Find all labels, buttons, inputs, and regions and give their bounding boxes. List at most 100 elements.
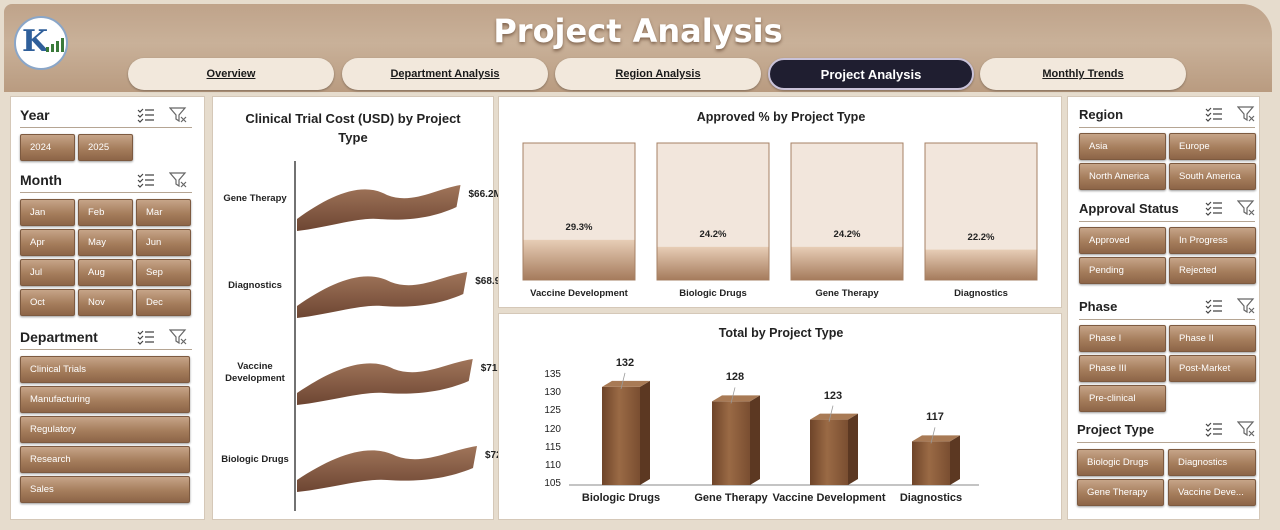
type-gene-therapy-button[interactable]: Gene Therapy [1077, 479, 1164, 506]
cost-category-label: Biologic Drugs [221, 454, 289, 465]
cost-bar-gene-therapy [297, 185, 461, 231]
approval-status-slicer-title: Approval Status [1079, 201, 1179, 216]
month-jan-button[interactable]: Jan [20, 199, 75, 226]
approved-category-label: Diagnostics [954, 288, 1008, 299]
cost-category-label: Gene Therapy [223, 193, 287, 204]
phase-pre-clinical-button[interactable]: Pre-clinical [1079, 385, 1166, 412]
multi-select-icon[interactable] [1205, 200, 1223, 216]
month-mar-button[interactable]: Mar [136, 199, 191, 226]
month-oct-button[interactable]: Oct [20, 289, 75, 316]
cost-data-label: $66.2M [468, 189, 502, 200]
total-leader-line [930, 427, 936, 444]
type-vaccine-development-button[interactable]: Vaccine Deve... [1168, 479, 1256, 506]
multi-select-icon[interactable] [137, 107, 155, 123]
approved-chart-title: Approved % by Project Type [696, 110, 866, 124]
department-clinical-trials-button[interactable]: Clinical Trials [20, 356, 190, 383]
total-chart [569, 372, 979, 486]
total-data-label: 132 [615, 356, 635, 369]
year-2025-button[interactable]: 2025 [78, 134, 133, 161]
phase-iii-button[interactable]: Phase III [1079, 355, 1166, 382]
cost-bar-vaccine-development [297, 359, 473, 405]
approved-bar-biologic-drugs [657, 246, 769, 280]
year-2024-button[interactable]: 2024 [20, 134, 75, 161]
region-north-america-button[interactable]: North America [1079, 163, 1166, 190]
clear-filter-icon[interactable] [169, 329, 187, 345]
multi-select-icon[interactable] [1205, 421, 1223, 437]
clear-filter-icon[interactable] [1237, 421, 1255, 437]
total-y-tick: 110 [545, 459, 561, 471]
multi-select-icon[interactable] [137, 329, 155, 345]
region-europe-button[interactable]: Europe [1169, 133, 1256, 160]
page-title: Project Analysis [493, 12, 783, 50]
status-pending-button[interactable]: Pending [1079, 257, 1166, 284]
cost-bar-diagnostics [297, 272, 468, 318]
department-slicer-title: Department [20, 329, 98, 345]
total-data-label: 117 [926, 411, 944, 424]
type-diagnostics-button[interactable]: Diagnostics [1168, 449, 1256, 476]
department-manufacturing-button[interactable]: Manufacturing [20, 386, 190, 413]
total-chart-title: Total by Project Type [718, 326, 844, 340]
total-data-label: 123 [823, 389, 843, 402]
tab-monthly-trends[interactable]: Monthly Trends [980, 58, 1186, 90]
total-bar-diagnostics [912, 441, 950, 485]
approved-data-label: 29.3% [565, 221, 593, 233]
approved-bar-gene-therapy [791, 246, 903, 280]
department-research-button[interactable]: Research [20, 446, 190, 473]
region-south-america-button[interactable]: South America [1169, 163, 1256, 190]
total-y-tick: 115 [545, 441, 561, 453]
type-biologic-drugs-button[interactable]: Biologic Drugs [1077, 449, 1164, 476]
tab-department-analysis[interactable]: Department Analysis [342, 58, 548, 90]
month-apr-button[interactable]: Apr [20, 229, 75, 256]
total-chart-panel: Total by Project Type 135 130 125 120 115 110… [498, 313, 1062, 520]
dashboard-header: K Project Analysis Overview Department A… [4, 4, 1272, 92]
month-dec-button[interactable]: Dec [136, 289, 191, 316]
month-feb-button[interactable]: Feb [78, 199, 133, 226]
cost-category-label: Vaccine Development [225, 361, 285, 384]
approved-data-label: 24.2% [699, 228, 727, 240]
clear-filter-icon[interactable] [169, 107, 187, 123]
year-slicer-title: Year [20, 107, 50, 123]
total-bar-top-vaccine-development [810, 413, 858, 420]
status-in-progress-button[interactable]: In Progress [1169, 227, 1256, 254]
department-regulatory-button[interactable]: Regulatory [20, 416, 190, 443]
region-asia-button[interactable]: Asia [1079, 133, 1166, 160]
approved-category-label: Biologic Drugs [679, 288, 747, 299]
total-bar-top-diagnostics [912, 435, 960, 442]
phase-i-button[interactable]: Phase I [1079, 325, 1166, 352]
logo-chart-icon [46, 38, 64, 52]
total-y-tick: 130 [544, 387, 561, 399]
clear-filter-icon[interactable] [1237, 200, 1255, 216]
phase-post-market-button[interactable]: Post-Market [1169, 355, 1256, 382]
multi-select-icon[interactable] [1205, 106, 1223, 122]
approved-data-label: 24.2% [833, 228, 861, 240]
month-aug-button[interactable]: Aug [78, 259, 133, 286]
phase-ii-button[interactable]: Phase II [1169, 325, 1256, 352]
clear-filter-icon[interactable] [1237, 298, 1255, 314]
total-y-tick: 105 [544, 478, 561, 489]
total-bar-side-diagnostics [950, 435, 960, 485]
status-rejected-button[interactable]: Rejected [1169, 257, 1256, 284]
total-y-tick: 120 [544, 423, 561, 435]
month-may-button[interactable]: May [78, 229, 133, 256]
clear-filter-icon[interactable] [169, 172, 187, 188]
total-bar-top-biologic-drugs [602, 380, 650, 387]
multi-select-icon[interactable] [137, 172, 155, 188]
tab-project-analysis[interactable]: Project Analysis [768, 58, 974, 90]
tab-region-analysis[interactable]: Region Analysis [555, 58, 761, 90]
company-logo: K [14, 16, 68, 70]
approved-category-label: Gene Therapy [815, 288, 879, 299]
tab-overview[interactable]: Overview [128, 58, 334, 90]
month-nov-button[interactable]: Nov [78, 289, 133, 316]
multi-select-icon[interactable] [1205, 298, 1223, 314]
month-sep-button[interactable]: Sep [136, 259, 191, 286]
project-type-slicer-title: Project Type [1077, 422, 1155, 437]
clear-filter-icon[interactable] [1237, 106, 1255, 122]
logo-letter-icon: K [22, 24, 49, 59]
total-data-label: 128 [725, 371, 745, 384]
status-approved-button[interactable]: Approved [1079, 227, 1166, 254]
month-jul-button[interactable]: Jul [20, 259, 75, 286]
total-leader-line [828, 405, 834, 422]
department-sales-button[interactable]: Sales [20, 476, 190, 503]
cost-bar-biologic-drugs [297, 446, 477, 492]
month-jun-button[interactable]: Jun [136, 229, 191, 256]
